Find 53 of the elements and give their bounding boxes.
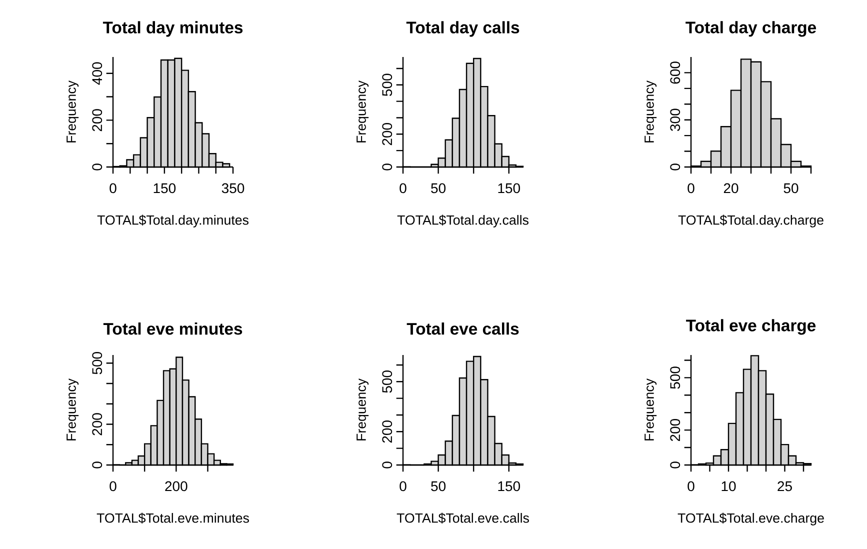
y-tick-label: 0 xyxy=(670,462,680,468)
y-tick-label: 600 xyxy=(670,62,680,84)
x-axis-title: TOTAL$Total.day.charge xyxy=(678,214,824,228)
x-tick-label: 0 xyxy=(110,481,116,492)
x-axis-title: TOTAL$Total.eve.charge xyxy=(678,512,824,526)
x-axis-title: TOTAL$Total.day.minutes xyxy=(97,214,248,228)
y-tick-label: 200 xyxy=(670,418,680,442)
y-axis-title: Frequency xyxy=(66,80,79,142)
x-tick-label: 0 xyxy=(688,481,694,492)
x-tick-label: 50 xyxy=(431,481,446,492)
x-tick-label: 0 xyxy=(400,481,406,492)
x-tick-label: 0 xyxy=(688,183,694,194)
y-tick-label: 0 xyxy=(670,164,680,170)
x-tick-label: 150 xyxy=(498,481,520,492)
y-tick-label: 200 xyxy=(382,420,392,443)
x-tick-label: 150 xyxy=(154,183,176,194)
x-tick-label: 200 xyxy=(165,481,188,492)
x-tick-label: 0 xyxy=(110,183,116,194)
y-axis-title: Frequency xyxy=(644,80,657,142)
chart-title: Total day minutes xyxy=(102,21,243,37)
y-axis-title: Frequency xyxy=(66,378,79,440)
y-tick-label: 200 xyxy=(92,109,102,132)
chart-title: Total day charge xyxy=(686,21,816,37)
x-tick-label: 10 xyxy=(722,481,736,492)
chart-title: Total day calls xyxy=(406,21,520,37)
x-tick-label: 0 xyxy=(400,183,406,194)
x-tick-label: 20 xyxy=(724,183,738,194)
y-tick-label: 400 xyxy=(92,62,102,85)
y-tick-label: 200 xyxy=(92,413,102,436)
y-tick-label: 0 xyxy=(382,462,392,468)
y-tick-label: 500 xyxy=(382,74,392,96)
x-axis-title: TOTAL$Total.eve.minutes xyxy=(96,512,249,524)
x-tick-label: 150 xyxy=(498,183,520,194)
y-axis-title: Frequency xyxy=(356,80,369,142)
y-tick-label: 500 xyxy=(92,352,102,374)
y-tick-label: 500 xyxy=(382,370,392,393)
y-tick-label: 0 xyxy=(382,164,392,170)
y-tick-label: 300 xyxy=(670,108,680,132)
x-axis-title: TOTAL$Total.day.calls xyxy=(397,214,528,228)
y-tick-label: 0 xyxy=(92,164,102,170)
y-tick-label: 200 xyxy=(382,123,392,146)
chart-title: Total eve charge xyxy=(686,319,816,335)
chart-title: Total eve minutes xyxy=(103,322,242,335)
x-tick-label: 50 xyxy=(431,183,446,194)
x-axis-title: TOTAL$Total.eve.calls xyxy=(396,512,529,524)
x-tick-label: 50 xyxy=(784,183,798,194)
y-axis-title: Frequency xyxy=(644,378,657,440)
x-tick-label: 350 xyxy=(222,183,244,194)
y-tick-label: 0 xyxy=(92,462,102,468)
chart-title: Total eve calls xyxy=(406,322,519,335)
x-tick-label: 25 xyxy=(778,481,792,492)
y-tick-label: 500 xyxy=(670,366,680,389)
y-axis-title: Frequency xyxy=(356,378,369,440)
